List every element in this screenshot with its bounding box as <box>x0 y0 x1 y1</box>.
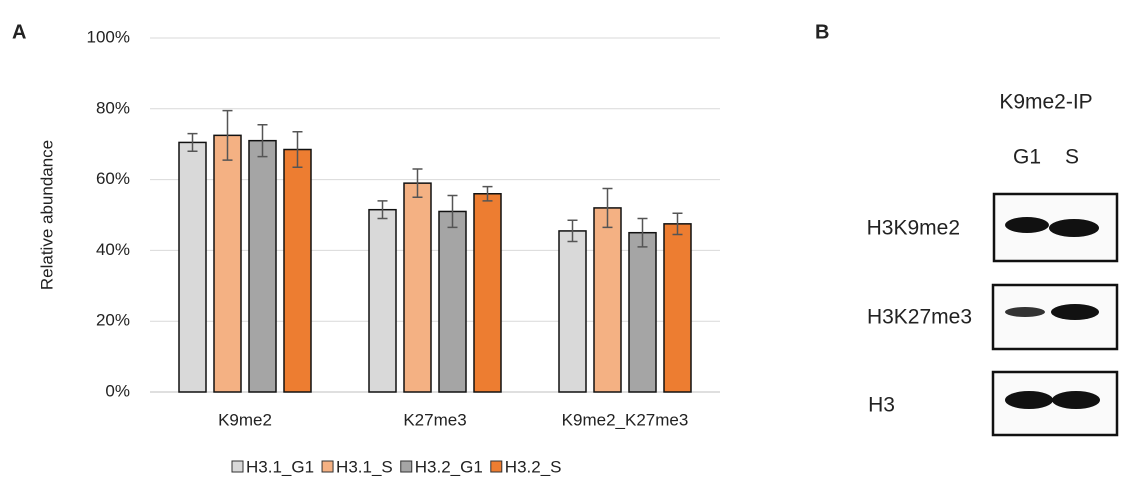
bar <box>664 224 691 392</box>
y-tick-label: 80% <box>96 98 130 117</box>
blot-title: K9me2-IP <box>999 91 1092 114</box>
x-tick-label: K9me2_K27me3 <box>562 410 689 429</box>
y-axis-label: Relative abundance <box>37 140 56 290</box>
row-label: H3K27me3 <box>867 306 972 329</box>
x-tick-label: K9me2 <box>218 410 272 429</box>
legend-swatch <box>322 461 333 472</box>
bar <box>214 135 241 392</box>
panel-label: B <box>815 21 829 43</box>
row-label: H3 <box>868 394 895 417</box>
lane-label: S <box>1065 146 1079 169</box>
y-tick-label: 60% <box>96 169 130 188</box>
figure: A Relative abundance B K9me2-IP G1 S H3K… <box>0 0 1124 502</box>
legend-swatch <box>491 461 502 472</box>
bar <box>629 233 656 392</box>
legend-swatch <box>401 461 412 472</box>
bar <box>439 211 466 392</box>
x-tick-label: K27me3 <box>403 410 466 429</box>
legend-swatch <box>232 461 243 472</box>
bar <box>404 183 431 392</box>
bar <box>559 231 586 392</box>
legend-label: H3.1_S <box>336 457 393 476</box>
bar <box>369 210 396 392</box>
legend-label: H3.1_G1 <box>246 457 314 476</box>
bar <box>284 150 311 392</box>
bar <box>594 208 621 392</box>
lane-label: G1 <box>1013 146 1041 169</box>
bar <box>249 141 276 392</box>
bar <box>474 194 501 392</box>
y-tick-label: 20% <box>96 311 130 330</box>
y-tick-label: 100% <box>87 27 130 46</box>
y-tick-label: 0% <box>105 381 130 400</box>
legend-label: H3.2_G1 <box>415 457 483 476</box>
y-tick-label: 40% <box>96 240 130 259</box>
legend-label: H3.2_S <box>505 457 562 476</box>
blot <box>993 194 1117 435</box>
bar <box>179 142 206 392</box>
panel-label: A <box>12 21 26 43</box>
row-label: H3K9me2 <box>867 217 960 240</box>
